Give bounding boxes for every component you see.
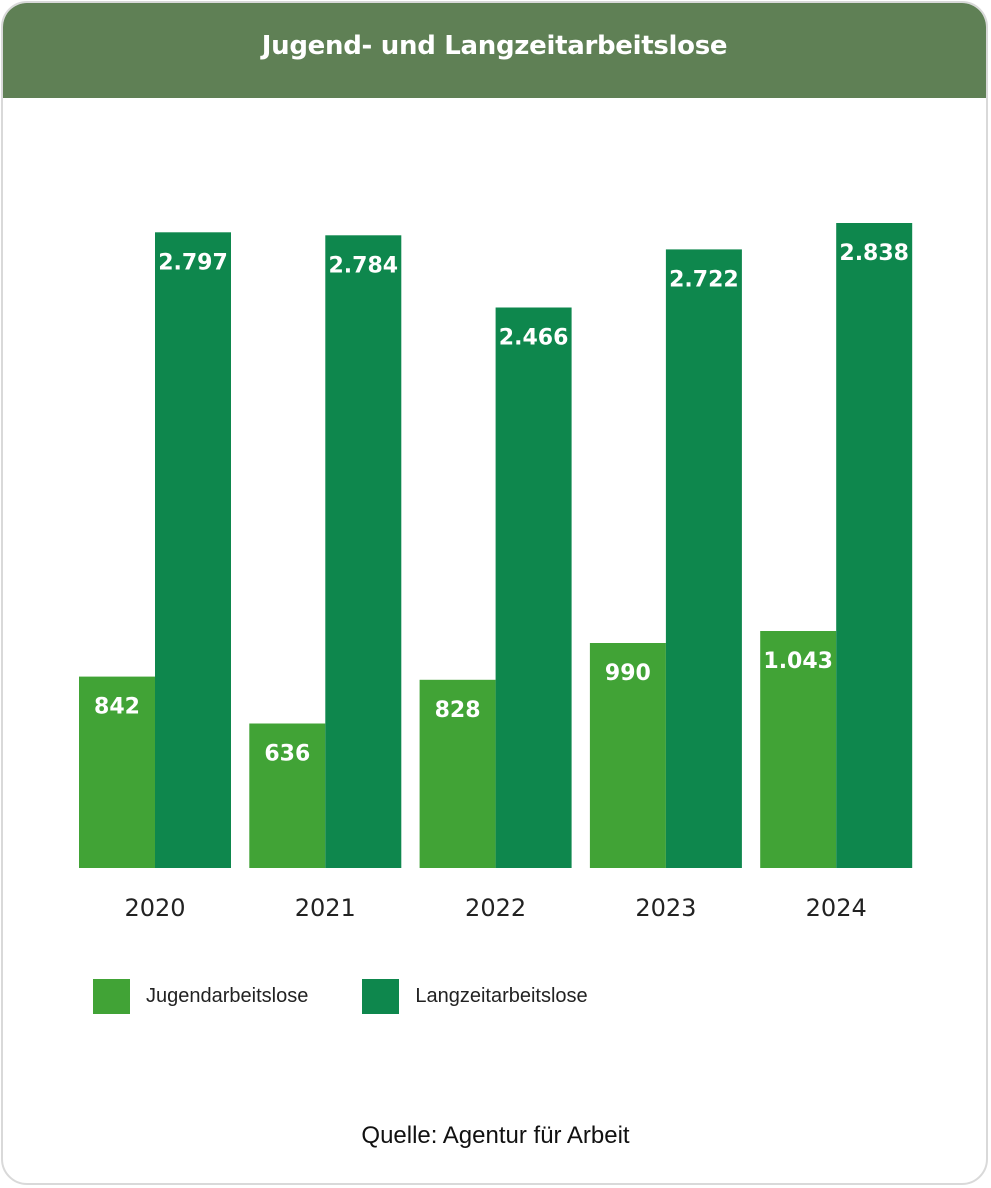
bar-jugendarbeitslose-2024 bbox=[760, 631, 837, 868]
legend-swatch-jugendarbeitslose bbox=[93, 979, 130, 1014]
legend-swatch-langzeitarbeitslose bbox=[362, 979, 400, 1014]
data-label-langzeitarbeitslose-2023: 2.722 bbox=[669, 267, 739, 292]
bar-jugendarbeitslose-2020 bbox=[79, 676, 155, 868]
bar-jugendarbeitslose-2023 bbox=[589, 643, 666, 868]
legend: Jugendarbeitslose Langzeitarbeitslose bbox=[93, 979, 642, 1014]
legend-item-jugendarbeitslose: Jugendarbeitslose bbox=[93, 979, 308, 1014]
bar-jugendarbeitslose-2022 bbox=[419, 679, 496, 868]
x-tick-label-2023: 2023 bbox=[635, 894, 696, 922]
data-label-jugendarbeitslose-2021: 636 bbox=[264, 742, 310, 767]
data-label-langzeitarbeitslose-2022: 2.466 bbox=[499, 326, 569, 351]
data-label-jugendarbeitslose-2020: 842 bbox=[94, 695, 140, 720]
chart-header: Jugend- und Langzeitarbeitslose bbox=[3, 3, 986, 98]
x-tick-label-2021: 2021 bbox=[295, 894, 356, 922]
legend-item-langzeitarbeitslose: Langzeitarbeitslose bbox=[362, 979, 588, 1014]
bar-langzeitarbeitslose-2020 bbox=[155, 232, 231, 869]
data-label-langzeitarbeitslose-2021: 2.784 bbox=[329, 253, 399, 278]
data-label-langzeitarbeitslose-2020: 2.797 bbox=[158, 250, 228, 275]
data-label-jugendarbeitslose-2022: 828 bbox=[435, 698, 481, 723]
source-note: Quelle: Agentur für Arbeit bbox=[361, 1122, 630, 1149]
x-tick-label-2024: 2024 bbox=[806, 894, 867, 922]
bar-langzeitarbeitslose-2024 bbox=[836, 223, 913, 868]
data-label-jugendarbeitslose-2024: 1.043 bbox=[763, 649, 833, 674]
data-label-jugendarbeitslose-2023: 990 bbox=[605, 661, 651, 686]
bar-langzeitarbeitslose-2021 bbox=[325, 235, 402, 869]
bar-langzeitarbeitslose-2022 bbox=[495, 307, 572, 868]
legend-label-langzeitarbeitslose: Langzeitarbeitslose bbox=[415, 985, 588, 1007]
bar-langzeitarbeitslose-2023 bbox=[665, 249, 742, 868]
bar-jugendarbeitslose-2021 bbox=[249, 723, 326, 868]
x-tick-label-2022: 2022 bbox=[465, 894, 526, 922]
chart-title: Jugend- und Langzeitarbeitslose bbox=[261, 30, 728, 61]
data-label-langzeitarbeitslose-2024: 2.838 bbox=[839, 241, 909, 266]
legend-label-jugendarbeitslose: Jugendarbeitslose bbox=[146, 985, 309, 1007]
x-tick-label-2020: 2020 bbox=[124, 894, 185, 922]
